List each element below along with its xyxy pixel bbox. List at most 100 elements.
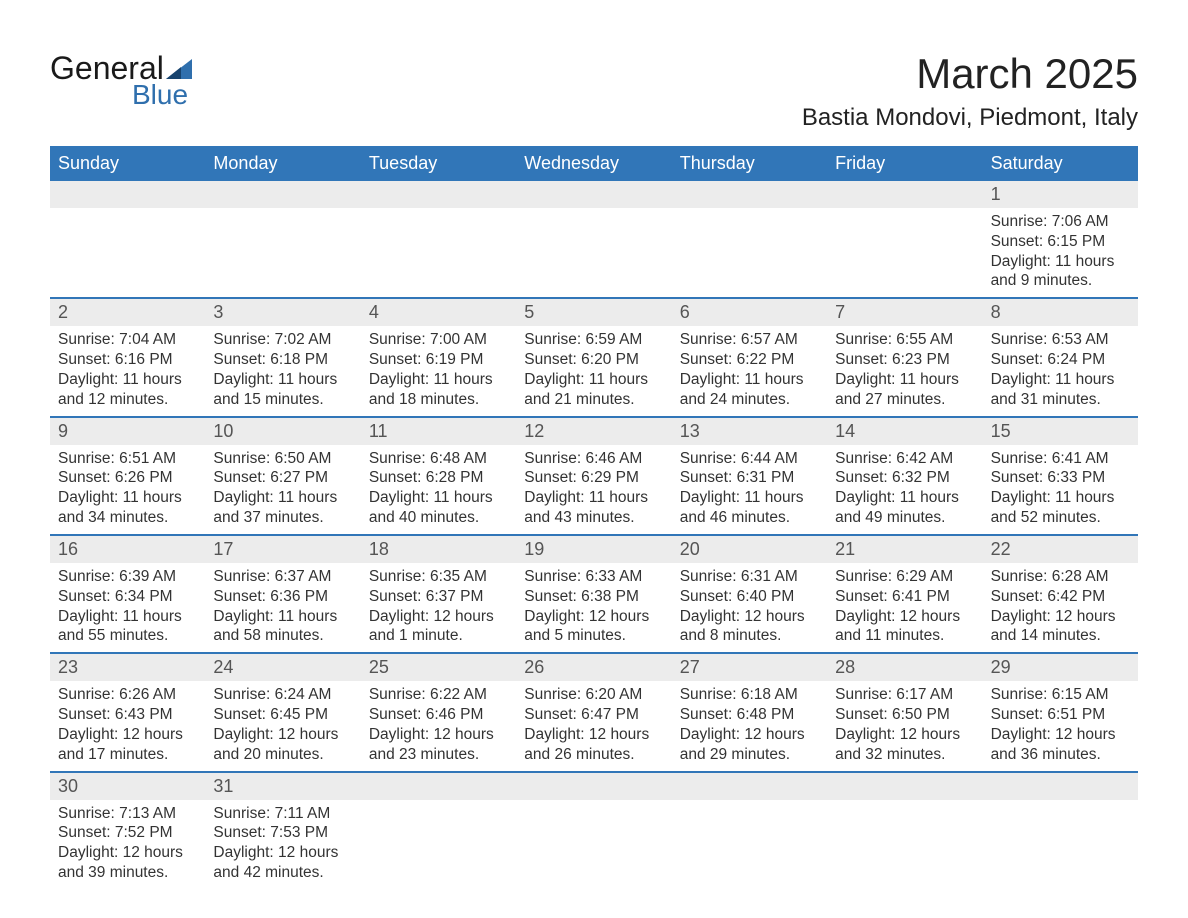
sunset-line: Sunset: 6:22 PM [680,350,819,370]
day-body: Sunrise: 7:00 AMSunset: 6:19 PMDaylight:… [361,326,516,415]
calendar-cell: 3Sunrise: 7:02 AMSunset: 6:18 PMDaylight… [205,299,360,415]
daylight-line: and 24 minutes. [680,390,819,410]
day-body: Sunrise: 6:28 AMSunset: 6:42 PMDaylight:… [983,563,1138,652]
daylight-line: Daylight: 11 hours [58,370,197,390]
day-number: 13 [672,418,827,445]
daylight-line: Daylight: 12 hours [680,607,819,627]
empty-day-number [827,773,982,800]
day-number: 12 [516,418,671,445]
daylight-line: Daylight: 11 hours [835,488,974,508]
sunset-line: Sunset: 6:51 PM [991,705,1130,725]
calendar-cell [672,181,827,297]
calendar-cell: 5Sunrise: 6:59 AMSunset: 6:20 PMDaylight… [516,299,671,415]
title-block: March 2025 Bastia Mondovi, Piedmont, Ita… [802,50,1138,132]
daylight-line: Daylight: 12 hours [58,725,197,745]
day-number: 25 [361,654,516,681]
daylight-line: and 26 minutes. [524,745,663,765]
calendar-cell [983,773,1138,889]
day-body: Sunrise: 6:26 AMSunset: 6:43 PMDaylight:… [50,681,205,770]
calendar-cell [361,773,516,889]
day-body: Sunrise: 6:20 AMSunset: 6:47 PMDaylight:… [516,681,671,770]
day-header: Wednesday [516,146,671,181]
calendar-cell [50,181,205,297]
page-subtitle: Bastia Mondovi, Piedmont, Italy [802,104,1138,132]
sunset-line: Sunset: 6:41 PM [835,587,974,607]
sunset-line: Sunset: 6:42 PM [991,587,1130,607]
day-body: Sunrise: 6:29 AMSunset: 6:41 PMDaylight:… [827,563,982,652]
sunrise-line: Sunrise: 6:42 AM [835,449,974,469]
day-body: Sunrise: 6:17 AMSunset: 6:50 PMDaylight:… [827,681,982,770]
sunrise-line: Sunrise: 6:59 AM [524,330,663,350]
sunset-line: Sunset: 6:34 PM [58,587,197,607]
daylight-line: Daylight: 12 hours [524,725,663,745]
daylight-line: and 32 minutes. [835,745,974,765]
calendar-cell: 4Sunrise: 7:00 AMSunset: 6:19 PMDaylight… [361,299,516,415]
daylight-line: and 23 minutes. [369,745,508,765]
daylight-line: Daylight: 12 hours [58,843,197,863]
calendar-week: 2Sunrise: 7:04 AMSunset: 6:16 PMDaylight… [50,299,1138,417]
daylight-line: and 1 minute. [369,626,508,646]
day-number: 1 [983,181,1138,208]
daylight-line: and 29 minutes. [680,745,819,765]
day-number: 15 [983,418,1138,445]
sunrise-line: Sunrise: 7:06 AM [991,212,1130,232]
daylight-line: and 46 minutes. [680,508,819,528]
daylight-line: Daylight: 11 hours [213,488,352,508]
empty-day-number [516,773,671,800]
calendar-cell [516,773,671,889]
calendar-cell: 8Sunrise: 6:53 AMSunset: 6:24 PMDaylight… [983,299,1138,415]
daylight-line: Daylight: 11 hours [680,488,819,508]
day-body: Sunrise: 7:06 AMSunset: 6:15 PMDaylight:… [983,208,1138,297]
calendar-cell: 29Sunrise: 6:15 AMSunset: 6:51 PMDayligh… [983,654,1138,770]
daylight-line: and 39 minutes. [58,863,197,883]
daylight-line: and 27 minutes. [835,390,974,410]
day-body: Sunrise: 6:41 AMSunset: 6:33 PMDaylight:… [983,445,1138,534]
calendar-cell: 15Sunrise: 6:41 AMSunset: 6:33 PMDayligh… [983,418,1138,534]
logo: General Blue [50,50,192,111]
sunrise-line: Sunrise: 6:55 AM [835,330,974,350]
calendar-cell: 25Sunrise: 6:22 AMSunset: 6:46 PMDayligh… [361,654,516,770]
day-header: Tuesday [361,146,516,181]
sunset-line: Sunset: 6:20 PM [524,350,663,370]
calendar-cell [361,181,516,297]
empty-day-number [827,181,982,208]
daylight-line: and 15 minutes. [213,390,352,410]
sunset-line: Sunset: 7:52 PM [58,823,197,843]
day-body: Sunrise: 7:04 AMSunset: 6:16 PMDaylight:… [50,326,205,415]
calendar-cell: 17Sunrise: 6:37 AMSunset: 6:36 PMDayligh… [205,536,360,652]
empty-day-number [361,773,516,800]
calendar-cell: 1Sunrise: 7:06 AMSunset: 6:15 PMDaylight… [983,181,1138,297]
day-number: 11 [361,418,516,445]
daylight-line: Daylight: 12 hours [213,725,352,745]
day-body: Sunrise: 7:11 AMSunset: 7:53 PMDaylight:… [205,800,360,889]
day-number: 27 [672,654,827,681]
sunset-line: Sunset: 6:19 PM [369,350,508,370]
daylight-line: and 52 minutes. [991,508,1130,528]
daylight-line: and 55 minutes. [58,626,197,646]
daylight-line: and 8 minutes. [680,626,819,646]
sunset-line: Sunset: 6:47 PM [524,705,663,725]
calendar-cell: 2Sunrise: 7:04 AMSunset: 6:16 PMDaylight… [50,299,205,415]
sunrise-line: Sunrise: 6:24 AM [213,685,352,705]
day-body: Sunrise: 6:44 AMSunset: 6:31 PMDaylight:… [672,445,827,534]
sunset-line: Sunset: 6:16 PM [58,350,197,370]
sunrise-line: Sunrise: 6:22 AM [369,685,508,705]
day-number: 29 [983,654,1138,681]
sunrise-line: Sunrise: 6:37 AM [213,567,352,587]
day-number: 8 [983,299,1138,326]
day-number: 14 [827,418,982,445]
sunrise-line: Sunrise: 6:17 AM [835,685,974,705]
calendar-cell: 22Sunrise: 6:28 AMSunset: 6:42 PMDayligh… [983,536,1138,652]
sunset-line: Sunset: 6:26 PM [58,468,197,488]
empty-day-number [361,181,516,208]
day-number: 9 [50,418,205,445]
sunrise-line: Sunrise: 7:13 AM [58,804,197,824]
day-body: Sunrise: 6:24 AMSunset: 6:45 PMDaylight:… [205,681,360,770]
calendar-week: 16Sunrise: 6:39 AMSunset: 6:34 PMDayligh… [50,536,1138,654]
sunrise-line: Sunrise: 6:50 AM [213,449,352,469]
sunrise-line: Sunrise: 6:46 AM [524,449,663,469]
sunset-line: Sunset: 6:37 PM [369,587,508,607]
sunrise-line: Sunrise: 7:11 AM [213,804,352,824]
calendar-cell [516,181,671,297]
calendar-week: 30Sunrise: 7:13 AMSunset: 7:52 PMDayligh… [50,773,1138,889]
